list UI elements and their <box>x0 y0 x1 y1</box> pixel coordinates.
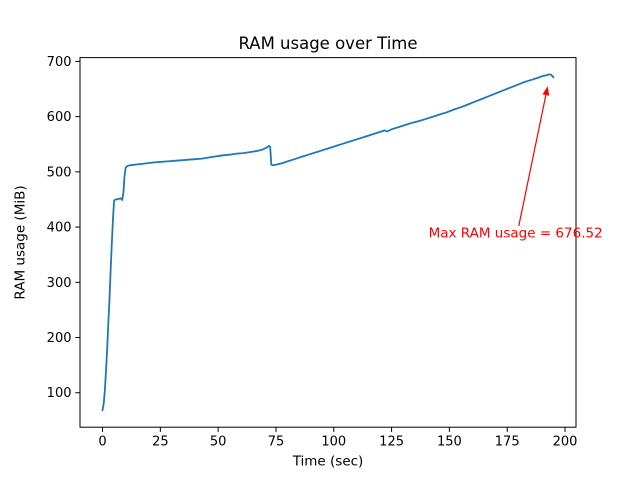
axis-tick-labels: 0 25 50 75 100 125 150 175 200 100 200 300 400 500 600… <box>47 55 578 450</box>
arrowhead-icon <box>542 86 550 96</box>
y-tick-label: 200 <box>47 331 72 346</box>
axis-ticks <box>75 60 566 432</box>
x-tick-label: 125 <box>379 435 404 450</box>
annotation-arrow <box>518 86 550 227</box>
x-tick-label: 25 <box>152 435 169 450</box>
x-tick-label: 200 <box>553 435 578 450</box>
y-tick-label: 500 <box>47 165 72 180</box>
x-tick-label: 50 <box>210 435 227 450</box>
x-tick-label: 100 <box>321 435 346 450</box>
y-tick-label: 100 <box>47 386 72 401</box>
ram-usage-line <box>101 73 555 412</box>
plot-area <box>79 57 577 428</box>
x-tick-label: 150 <box>437 435 462 450</box>
y-tick-label: 300 <box>47 276 72 291</box>
x-tick-label: 175 <box>495 435 520 450</box>
chart-title: RAM usage over Time <box>238 34 417 53</box>
y-tick-label: 400 <box>47 221 72 236</box>
x-tick-label: 75 <box>268 435 285 450</box>
y-tick-label: 600 <box>47 110 72 125</box>
x-axis-label: Time (sec) <box>292 454 364 470</box>
x-tick-label: 0 <box>98 435 106 450</box>
y-axis-label: RAM usage (MiB) <box>13 185 29 299</box>
max-ram-annotation: Max RAM usage = 676.52 <box>429 226 603 242</box>
y-tick-label: 700 <box>47 55 72 70</box>
